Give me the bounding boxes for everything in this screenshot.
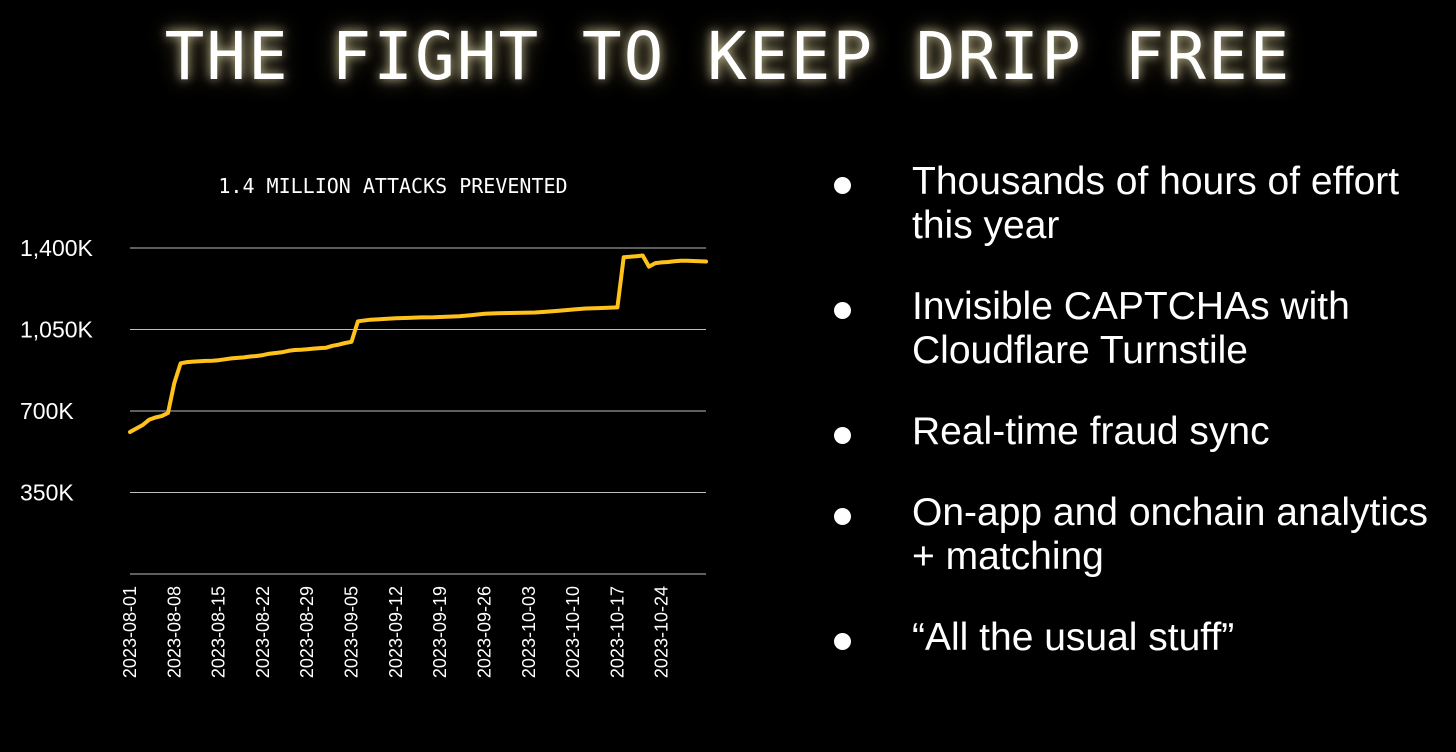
bullet-text: “All the usual stuff” xyxy=(912,616,1235,659)
page-title: THE FIGHT TO KEEP DRIP FREE xyxy=(164,18,1292,95)
x-tick-label: 2023-09-05 xyxy=(342,586,362,678)
x-tick-label: 2023-08-29 xyxy=(297,586,317,678)
series-line xyxy=(128,253,708,434)
y-tick-label: 1,050K xyxy=(20,317,94,343)
x-tick-label: 2023-08-22 xyxy=(253,586,273,678)
x-tick-label: 2023-09-12 xyxy=(386,586,406,678)
chart-svg: 1.4 MILLION ATTACKS PREVENTED 350K 700K 1,… xyxy=(20,174,708,678)
x-tick-label: 2023-10-17 xyxy=(607,586,627,678)
y-axis-ticks: 350K 700K 1,050K 1,400K xyxy=(20,235,94,506)
attacks-chart: 1.4 MILLION ATTACKS PREVENTED 350K 700K 1,… xyxy=(0,160,760,740)
x-tick-label: 2023-09-26 xyxy=(474,586,494,678)
bullet-list: Thousands of hours of effort this year I… xyxy=(830,160,1440,697)
chart-gridlines xyxy=(130,247,706,575)
x-tick-label: 2023-08-01 xyxy=(120,586,140,678)
series-layer xyxy=(128,253,708,434)
bullet-item: On-app and onchain analytics + matching xyxy=(830,491,1440,579)
bullet-item: Thousands of hours of effort this year xyxy=(830,160,1440,248)
x-tick-label: 2023-08-08 xyxy=(164,586,184,678)
chart-title: 1.4 MILLION ATTACKS PREVENTED xyxy=(218,174,567,198)
bullet-text: Invisible CAPTCHAs with Cloudflare Turns… xyxy=(912,285,1350,372)
x-tick-label: 2023-09-19 xyxy=(430,586,450,678)
x-tick-label: 2023-08-15 xyxy=(209,586,229,678)
y-tick-label: 350K xyxy=(20,480,74,506)
x-tick-label: 2023-10-03 xyxy=(519,586,539,678)
bullet-item: Real-time fraud sync xyxy=(830,410,1440,454)
y-tick-label: 700K xyxy=(20,398,74,424)
bullet-dot-icon xyxy=(834,633,851,650)
x-axis-ticks: 2023-08-01 2023-08-08 2023-08-15 2023-08-22… xyxy=(120,586,672,678)
y-tick-label: 1,400K xyxy=(20,235,94,261)
bullet-dot-icon xyxy=(834,302,851,319)
bullet-text: Real-time fraud sync xyxy=(912,410,1270,453)
bullet-dot-icon xyxy=(834,427,851,444)
bullet-item: “All the usual stuff” xyxy=(830,616,1440,660)
bullet-dot-icon xyxy=(834,177,851,194)
x-tick-label: 2023-10-24 xyxy=(652,586,672,678)
bullet-text: Thousands of hours of effort this year xyxy=(912,160,1400,247)
bullet-dot-icon xyxy=(834,508,851,525)
bullet-item: Invisible CAPTCHAs with Cloudflare Turns… xyxy=(830,285,1440,373)
bullet-text: On-app and onchain analytics + matching xyxy=(912,491,1429,578)
x-tick-label: 2023-10-10 xyxy=(563,586,583,678)
